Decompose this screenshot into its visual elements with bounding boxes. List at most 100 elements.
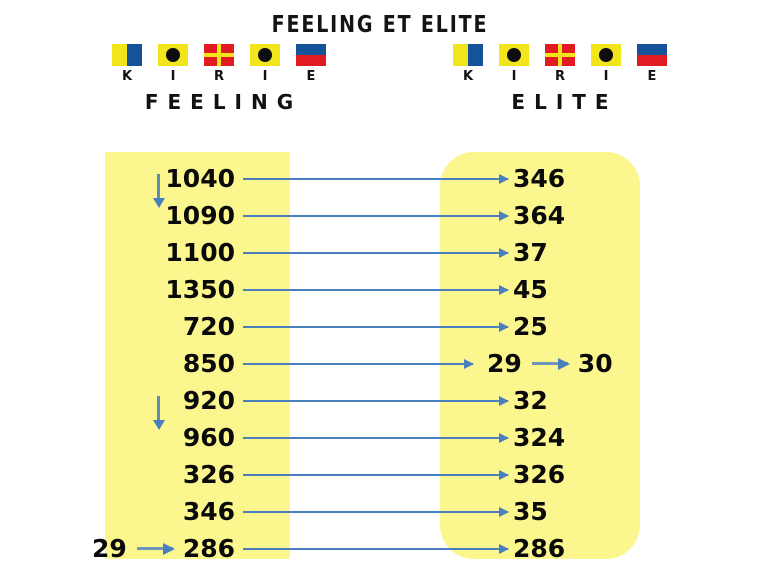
right-value-cell: 37 <box>513 240 548 265</box>
connector-arrow-icon <box>243 507 509 517</box>
left-value-cell: 346 <box>183 499 235 524</box>
flag-india-icon <box>591 44 621 66</box>
left-value: 1350 <box>165 275 235 304</box>
flag-india-icon <box>250 44 280 66</box>
flag-letter: K <box>121 69 133 84</box>
connector-arrow-icon <box>243 285 509 295</box>
mapping-rows: 1040 346 1090 364 1100 37 1350 45 720 25 850 29 30 92… <box>0 152 760 561</box>
panel-feeling <box>105 152 290 559</box>
right-value: 346 <box>513 164 566 193</box>
page-title: FEELING ET ELITE <box>271 12 489 38</box>
left-value-cell: 1100 <box>165 240 235 265</box>
left-value-cell: 1350 <box>165 277 235 302</box>
connector-arrow-icon <box>243 211 509 221</box>
flag-kilo-icon <box>453 44 483 66</box>
right-value: 286 <box>513 534 566 563</box>
left-value: 720 <box>182 312 235 341</box>
left-value-cell: 326 <box>183 462 235 487</box>
flag-letter: I <box>603 69 609 84</box>
connector-arrow-icon <box>243 433 509 443</box>
left-value: 960 <box>182 423 235 452</box>
mapping-row: 29 286 286 <box>0 530 760 567</box>
panel-elite <box>440 152 640 559</box>
right-value-cell: 32 <box>513 388 548 413</box>
right-value: 35 <box>513 497 548 526</box>
left-value-cell: 1040 <box>165 166 235 191</box>
flag-echo-icon <box>637 44 667 66</box>
connector-arrow-icon <box>243 544 509 554</box>
mapping-row: 960 324 <box>0 419 760 456</box>
right-value: 32 <box>513 386 548 415</box>
left-value-cell: 850 <box>183 351 235 376</box>
flag-india-icon <box>158 44 188 66</box>
flag-cell: E <box>637 44 667 83</box>
connector-arrow-icon <box>243 396 509 406</box>
flag-group-elite: K I R I E ELITE <box>445 44 675 114</box>
flag-letter: I <box>511 69 517 84</box>
inline-arrow-icon <box>531 357 570 370</box>
left-value: 920 <box>182 386 235 415</box>
right-value: 364 <box>513 201 566 230</box>
down-arrow-icon <box>152 174 165 208</box>
flag-kilo-icon <box>112 44 142 66</box>
right-value: 326 <box>513 460 566 489</box>
flag-cell: R <box>204 44 234 83</box>
left-value: 850 <box>182 349 235 378</box>
left-value: 29 <box>92 534 127 563</box>
left-value-cell: 1090 <box>165 203 235 228</box>
connector-arrow-icon <box>243 322 509 332</box>
right-value-cell: 346 <box>513 166 565 191</box>
right-value: 29 <box>487 349 522 378</box>
connector-arrow-icon <box>243 248 509 258</box>
flag-letter: E <box>306 69 316 84</box>
flag-row: K I R I E <box>445 44 675 83</box>
left-value-cell: 920 <box>183 388 235 413</box>
left-value: 1090 <box>165 201 235 230</box>
right-value-cell: 25 <box>513 314 548 339</box>
left-value-extra: 286 <box>182 534 235 563</box>
flag-echo-icon <box>296 44 326 66</box>
mapping-row: 1090 364 <box>0 197 760 234</box>
flag-letter: I <box>170 69 176 84</box>
left-value-cell: 960 <box>183 425 235 450</box>
right-value-cell: 45 <box>513 277 548 302</box>
flag-cell: I <box>499 44 529 83</box>
flag-india-icon <box>499 44 529 66</box>
right-value: 25 <box>513 312 548 341</box>
flag-cell: K <box>453 44 483 83</box>
flag-letter: R <box>213 69 224 84</box>
mapping-row: 1100 37 <box>0 234 760 271</box>
group-name-elite: ELITE <box>511 90 618 114</box>
connector-arrow-icon <box>243 359 474 369</box>
right-value-cell: 29 30 <box>487 351 613 376</box>
right-value-cell: 326 <box>513 462 565 487</box>
mapping-row: 1040 346 <box>0 160 760 197</box>
right-value-cell: 364 <box>513 203 565 228</box>
mapping-row: 1350 45 <box>0 271 760 308</box>
flag-letter: R <box>554 69 565 84</box>
right-value-cell: 35 <box>513 499 548 524</box>
mapping-row: 850 29 30 <box>0 345 760 382</box>
right-value-cell: 324 <box>513 425 565 450</box>
left-value: 1040 <box>165 164 235 193</box>
connector-arrow-icon <box>243 470 509 480</box>
flag-letter: K <box>462 69 474 84</box>
left-value-cell: 29 286 <box>92 536 235 561</box>
right-value-extra: 30 <box>577 349 613 378</box>
flag-cell: I <box>158 44 188 83</box>
flag-romeo-icon <box>204 44 234 66</box>
inline-arrow-icon <box>136 542 175 555</box>
flag-cell: I <box>250 44 280 83</box>
right-value: 45 <box>513 275 548 304</box>
mapping-row: 720 25 <box>0 308 760 345</box>
right-value-cell: 286 <box>513 536 565 561</box>
left-value: 1100 <box>165 238 235 267</box>
mapping-row: 346 35 <box>0 493 760 530</box>
right-value: 37 <box>513 238 548 267</box>
down-arrow-icon <box>152 396 165 430</box>
group-name-feeling: FEELING <box>144 90 303 114</box>
flag-row: K I R I E <box>104 44 334 83</box>
flag-romeo-icon <box>545 44 575 66</box>
flag-cell: E <box>296 44 326 83</box>
left-value: 346 <box>182 497 235 526</box>
